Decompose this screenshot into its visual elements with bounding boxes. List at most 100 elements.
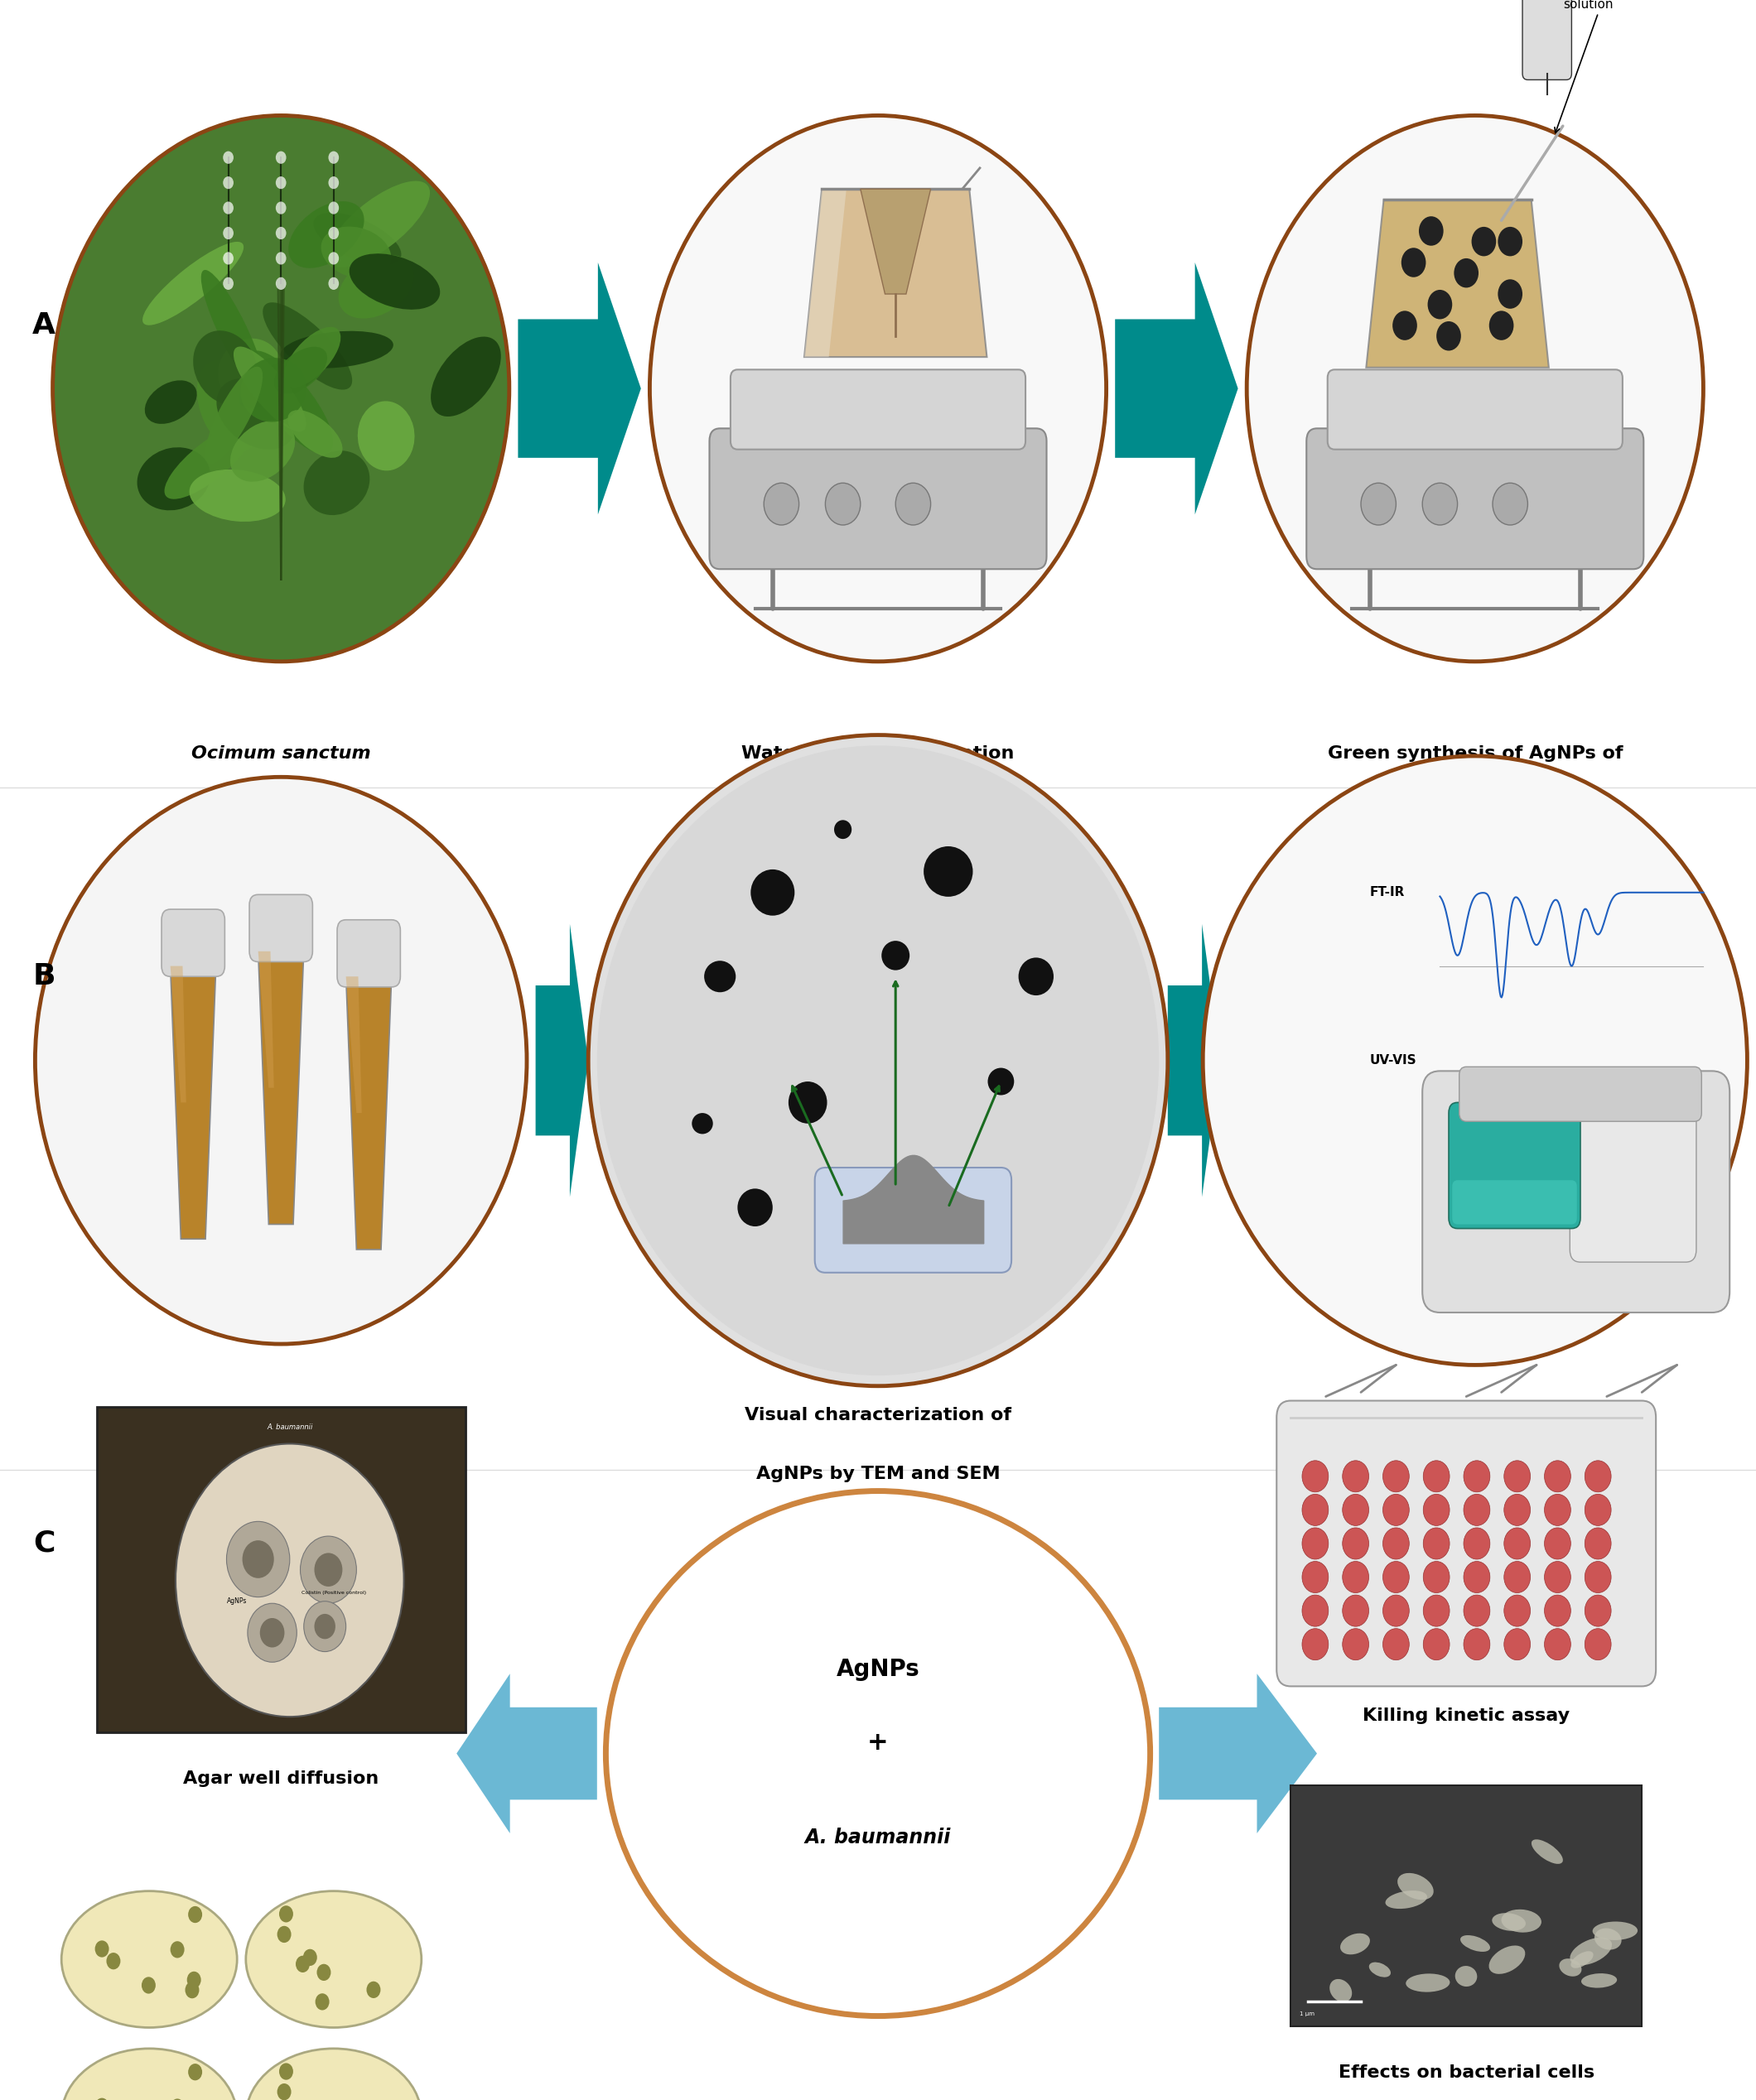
Ellipse shape xyxy=(304,452,371,514)
Circle shape xyxy=(1303,1462,1329,1491)
Circle shape xyxy=(1503,1462,1531,1491)
Ellipse shape xyxy=(987,1067,1015,1096)
Ellipse shape xyxy=(1531,1840,1563,1865)
Ellipse shape xyxy=(1489,1945,1526,1974)
Circle shape xyxy=(1384,1495,1410,1525)
Ellipse shape xyxy=(246,1890,421,2026)
Ellipse shape xyxy=(246,2047,421,2100)
Circle shape xyxy=(1384,1562,1410,1592)
Circle shape xyxy=(1303,1562,1329,1592)
Circle shape xyxy=(1503,1529,1531,1558)
FancyBboxPatch shape xyxy=(1522,0,1572,80)
Ellipse shape xyxy=(230,420,295,481)
Text: Colistin (Positive control): Colistin (Positive control) xyxy=(302,1592,365,1594)
Ellipse shape xyxy=(834,821,852,840)
Circle shape xyxy=(825,483,860,525)
Circle shape xyxy=(1545,1596,1572,1625)
Polygon shape xyxy=(1115,262,1238,514)
Polygon shape xyxy=(860,189,931,294)
Circle shape xyxy=(316,1993,330,2010)
Polygon shape xyxy=(1366,200,1549,367)
Circle shape xyxy=(1384,1630,1410,1659)
Circle shape xyxy=(223,252,234,265)
Ellipse shape xyxy=(1407,1974,1450,1993)
Ellipse shape xyxy=(1594,1928,1621,1949)
Ellipse shape xyxy=(321,227,392,279)
Ellipse shape xyxy=(193,330,258,405)
Text: Visual characterization of: Visual characterization of xyxy=(745,1407,1011,1424)
Circle shape xyxy=(1342,1462,1370,1491)
Circle shape xyxy=(328,252,339,265)
Ellipse shape xyxy=(752,869,794,916)
Ellipse shape xyxy=(1570,1938,1612,1966)
Circle shape xyxy=(1584,1562,1612,1592)
Circle shape xyxy=(277,1926,291,1942)
Circle shape xyxy=(1303,1630,1329,1659)
Ellipse shape xyxy=(1385,1890,1428,1909)
Text: Ocimum sanctum: Ocimum sanctum xyxy=(788,804,968,821)
Ellipse shape xyxy=(788,1082,827,1124)
Text: A. baumannii: A. baumannii xyxy=(267,1424,313,1432)
Ellipse shape xyxy=(239,353,325,407)
Polygon shape xyxy=(170,966,186,1102)
Circle shape xyxy=(1419,216,1443,246)
Circle shape xyxy=(1428,290,1452,319)
Ellipse shape xyxy=(1456,1966,1477,1987)
Circle shape xyxy=(279,1905,293,1922)
Ellipse shape xyxy=(288,410,342,458)
Text: of: of xyxy=(852,804,878,821)
Ellipse shape xyxy=(1493,1913,1526,1930)
Circle shape xyxy=(1498,279,1522,309)
Circle shape xyxy=(764,483,799,525)
Circle shape xyxy=(1247,115,1703,662)
FancyBboxPatch shape xyxy=(1422,1071,1730,1312)
Ellipse shape xyxy=(234,346,306,433)
FancyBboxPatch shape xyxy=(162,909,225,976)
Ellipse shape xyxy=(924,846,973,897)
Ellipse shape xyxy=(882,941,910,970)
Circle shape xyxy=(223,202,234,214)
Circle shape xyxy=(1384,1529,1410,1558)
FancyBboxPatch shape xyxy=(337,920,400,987)
Circle shape xyxy=(1422,1462,1450,1491)
Circle shape xyxy=(276,151,286,164)
Circle shape xyxy=(1463,1562,1489,1592)
Text: AgNPs by TEM and SEM: AgNPs by TEM and SEM xyxy=(757,1466,999,1483)
Text: Water extract preparation: Water extract preparation xyxy=(741,745,1015,762)
Ellipse shape xyxy=(216,378,295,449)
Circle shape xyxy=(896,483,931,525)
Text: Green synthesis of AgNPs of: Green synthesis of AgNPs of xyxy=(1328,745,1623,762)
Circle shape xyxy=(1503,1596,1531,1625)
Ellipse shape xyxy=(61,2047,237,2100)
Circle shape xyxy=(170,1940,184,1957)
FancyBboxPatch shape xyxy=(1459,1067,1702,1121)
Circle shape xyxy=(1545,1462,1572,1491)
Circle shape xyxy=(1422,483,1457,525)
Circle shape xyxy=(316,1964,330,1980)
FancyBboxPatch shape xyxy=(249,895,313,962)
Text: AgNPs: AgNPs xyxy=(836,1657,920,1682)
Ellipse shape xyxy=(200,271,265,393)
Circle shape xyxy=(1463,1596,1489,1625)
Circle shape xyxy=(1489,311,1514,340)
FancyBboxPatch shape xyxy=(709,428,1047,569)
Text: leaves: leaves xyxy=(799,804,957,821)
Circle shape xyxy=(186,1972,200,1989)
FancyBboxPatch shape xyxy=(1449,1102,1580,1228)
Circle shape xyxy=(223,227,234,239)
Circle shape xyxy=(1393,311,1417,340)
Ellipse shape xyxy=(281,332,393,367)
Ellipse shape xyxy=(1370,1961,1391,1978)
Circle shape xyxy=(328,227,339,239)
Ellipse shape xyxy=(692,1113,713,1134)
Circle shape xyxy=(95,1940,109,1957)
Text: Ocimum sanctum: Ocimum sanctum xyxy=(1385,804,1565,821)
Circle shape xyxy=(1454,258,1479,288)
Circle shape xyxy=(1401,248,1426,277)
Circle shape xyxy=(314,1613,335,1638)
Circle shape xyxy=(1303,1529,1329,1558)
Ellipse shape xyxy=(205,367,263,464)
Circle shape xyxy=(1463,1495,1489,1525)
Ellipse shape xyxy=(1580,1974,1617,1989)
Text: A. baumannii: A. baumannii xyxy=(804,1827,952,1848)
